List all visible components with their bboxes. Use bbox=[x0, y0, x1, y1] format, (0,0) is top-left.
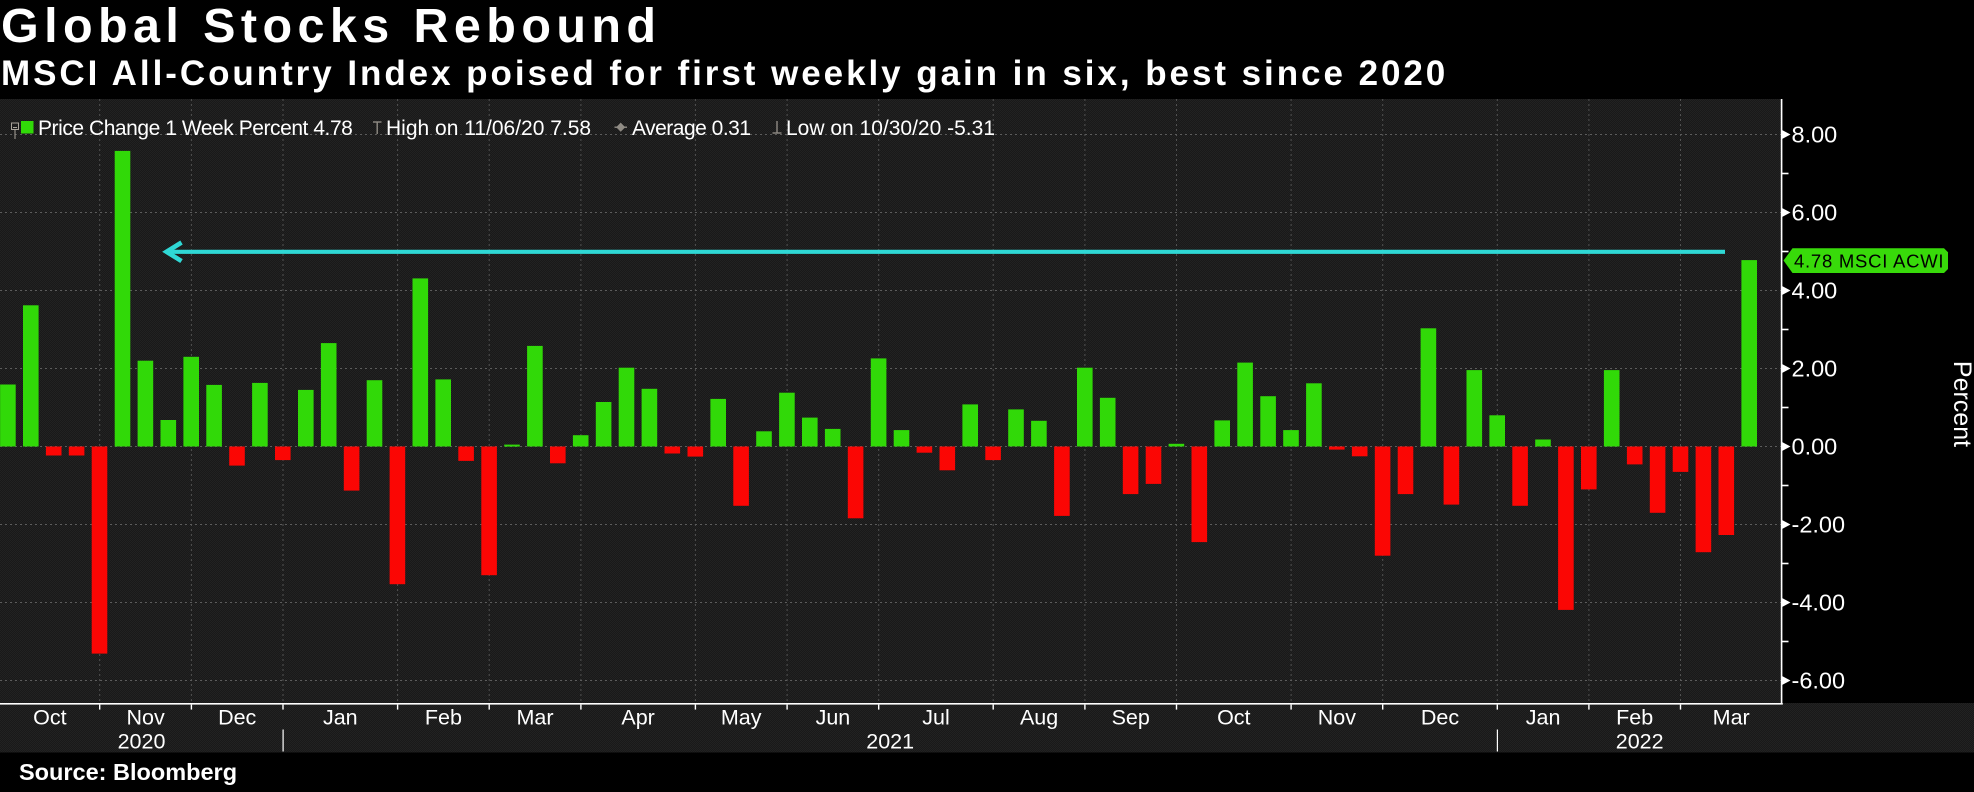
svg-text:2020: 2020 bbox=[118, 730, 166, 754]
svg-text:Average 0.31: Average 0.31 bbox=[632, 117, 751, 140]
svg-text:Jun: Jun bbox=[816, 706, 851, 730]
svg-text:4.78 MSCI ACWI: 4.78 MSCI ACWI bbox=[1794, 250, 1944, 271]
svg-text:Percent: Percent bbox=[1948, 361, 1974, 447]
svg-text:Jul: Jul bbox=[922, 706, 949, 730]
svg-text:Oct: Oct bbox=[1217, 706, 1250, 730]
svg-text:Oct: Oct bbox=[33, 706, 66, 730]
svg-text:2.00: 2.00 bbox=[1792, 356, 1838, 382]
svg-text:Jan: Jan bbox=[323, 706, 358, 730]
svg-text:Feb: Feb bbox=[1616, 706, 1653, 730]
svg-text:Sep: Sep bbox=[1112, 706, 1150, 730]
svg-text:Dec: Dec bbox=[1421, 706, 1459, 730]
svg-text:Nov: Nov bbox=[126, 706, 164, 730]
svg-text:Apr: Apr bbox=[621, 706, 654, 730]
svg-text:May: May bbox=[721, 706, 762, 730]
svg-text:-6.00: -6.00 bbox=[1792, 668, 1846, 694]
svg-text:High on 11/06/20 7.58: High on 11/06/20 7.58 bbox=[386, 117, 591, 140]
svg-text:Nov: Nov bbox=[1318, 706, 1356, 730]
svg-text:Mar: Mar bbox=[1713, 706, 1750, 730]
svg-text:2021: 2021 bbox=[866, 730, 914, 754]
svg-text:Global Stocks Rebound: Global Stocks Rebound bbox=[1, 0, 661, 53]
svg-text:2022: 2022 bbox=[1616, 730, 1664, 754]
svg-text:8.00: 8.00 bbox=[1792, 122, 1838, 148]
svg-text:Aug: Aug bbox=[1020, 706, 1058, 730]
svg-text:6.00: 6.00 bbox=[1792, 200, 1838, 226]
svg-text:4.00: 4.00 bbox=[1792, 278, 1838, 304]
svg-text:Mar: Mar bbox=[516, 706, 553, 730]
svg-text:Dec: Dec bbox=[218, 706, 256, 730]
svg-text:-4.00: -4.00 bbox=[1792, 590, 1846, 616]
svg-text:Price Change 1 Week Percent 4.: Price Change 1 Week Percent 4.78 bbox=[38, 117, 352, 140]
svg-text:Jan: Jan bbox=[1526, 706, 1561, 730]
svg-text:Feb: Feb bbox=[425, 706, 462, 730]
svg-text:Source: Bloomberg: Source: Bloomberg bbox=[19, 759, 237, 785]
svg-text:-2.00: -2.00 bbox=[1792, 512, 1846, 538]
svg-text:0.00: 0.00 bbox=[1792, 434, 1838, 460]
svg-text:Low on 10/30/20 -5.31: Low on 10/30/20 -5.31 bbox=[786, 117, 995, 140]
svg-text:MSCI All-Country Index poised: MSCI All-Country Index poised for first … bbox=[1, 54, 1448, 93]
